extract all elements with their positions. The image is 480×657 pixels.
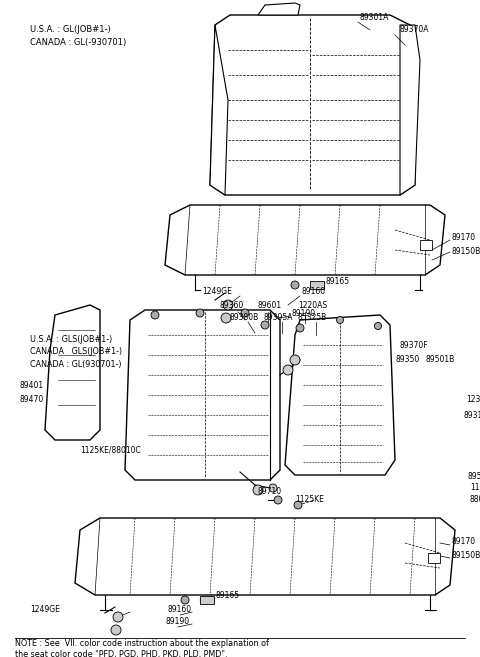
Circle shape <box>181 596 189 604</box>
Text: 89360: 89360 <box>220 302 244 311</box>
Text: 89317/89318: 89317/89318 <box>464 411 480 420</box>
Circle shape <box>336 317 344 323</box>
Circle shape <box>223 300 233 310</box>
Text: 89710: 89710 <box>258 487 282 497</box>
Text: 89395A: 89395A <box>264 313 293 323</box>
Text: 1220AS: 1220AS <box>298 302 327 311</box>
Text: 89150B: 89150B <box>452 248 480 256</box>
Text: 89401: 89401 <box>20 380 44 390</box>
Circle shape <box>291 281 299 289</box>
Circle shape <box>261 321 269 329</box>
Text: CANADA   GLS(JOB#1-): CANADA GLS(JOB#1-) <box>30 348 122 357</box>
Bar <box>428 553 440 563</box>
Circle shape <box>221 313 231 323</box>
Polygon shape <box>258 3 300 15</box>
Text: CANADA : GL(930701-): CANADA : GL(930701-) <box>30 359 121 369</box>
Text: 1125KE/88010C: 1125KE/88010C <box>80 445 141 455</box>
Circle shape <box>196 309 204 317</box>
Bar <box>200 596 214 604</box>
Text: 89370F: 89370F <box>400 340 429 350</box>
Polygon shape <box>285 315 395 475</box>
Polygon shape <box>125 310 280 480</box>
Text: 1125KE: 1125KE <box>470 484 480 493</box>
Circle shape <box>113 612 123 622</box>
Text: 89370A: 89370A <box>400 26 430 35</box>
Text: 89160: 89160 <box>168 606 192 614</box>
Text: 1125KE: 1125KE <box>295 495 324 505</box>
Circle shape <box>294 501 302 509</box>
Polygon shape <box>210 25 228 195</box>
Text: the seat color code "PFD, PGD, PHD, PKD, PLD, PMD".: the seat color code "PFD, PGD, PHD, PKD,… <box>15 650 228 657</box>
Circle shape <box>241 309 249 317</box>
Circle shape <box>274 496 282 504</box>
Text: 89601: 89601 <box>258 302 282 311</box>
Text: 89470: 89470 <box>20 396 44 405</box>
Circle shape <box>290 355 300 365</box>
Text: 1249GE: 1249GE <box>30 606 60 614</box>
Polygon shape <box>165 205 445 275</box>
Text: 89515/89615: 89515/89615 <box>468 472 480 480</box>
Polygon shape <box>45 305 100 440</box>
Polygon shape <box>75 518 455 595</box>
Text: U.S.A. : GLS(JOB#1-): U.S.A. : GLS(JOB#1-) <box>30 336 112 344</box>
Text: 89165: 89165 <box>326 277 350 286</box>
Circle shape <box>253 485 263 495</box>
Circle shape <box>151 311 159 319</box>
Text: 89150B: 89150B <box>452 551 480 560</box>
Text: 89165: 89165 <box>216 591 240 600</box>
Text: 85325B: 85325B <box>298 313 327 323</box>
Text: CANADA : GL(-930701): CANADA : GL(-930701) <box>30 37 126 47</box>
Text: U.S.A. : GL(JOB#1-): U.S.A. : GL(JOB#1-) <box>30 26 111 35</box>
Circle shape <box>283 365 293 375</box>
Bar <box>420 240 432 250</box>
Text: 89170: 89170 <box>452 537 476 547</box>
Bar <box>310 281 324 289</box>
Circle shape <box>269 484 277 492</box>
Text: 89160: 89160 <box>301 288 325 296</box>
Text: 89350: 89350 <box>395 355 419 365</box>
Polygon shape <box>210 15 415 195</box>
Circle shape <box>374 323 382 330</box>
Text: 1231FG: 1231FG <box>466 396 480 405</box>
Text: 89301A: 89301A <box>360 14 389 22</box>
Circle shape <box>296 324 304 332</box>
Text: 89170: 89170 <box>452 233 476 242</box>
Text: NOTE : See  VII. color code instruction about the explanation of: NOTE : See VII. color code instruction a… <box>15 639 269 648</box>
Circle shape <box>111 625 121 635</box>
Text: 89501B: 89501B <box>426 355 455 365</box>
Text: 89190: 89190 <box>291 309 315 317</box>
Polygon shape <box>400 25 420 195</box>
Text: 1249GE: 1249GE <box>202 288 232 296</box>
Text: 89380B: 89380B <box>230 313 259 323</box>
Text: 89190: 89190 <box>165 618 189 627</box>
Text: 8801CC: 8801CC <box>470 495 480 505</box>
